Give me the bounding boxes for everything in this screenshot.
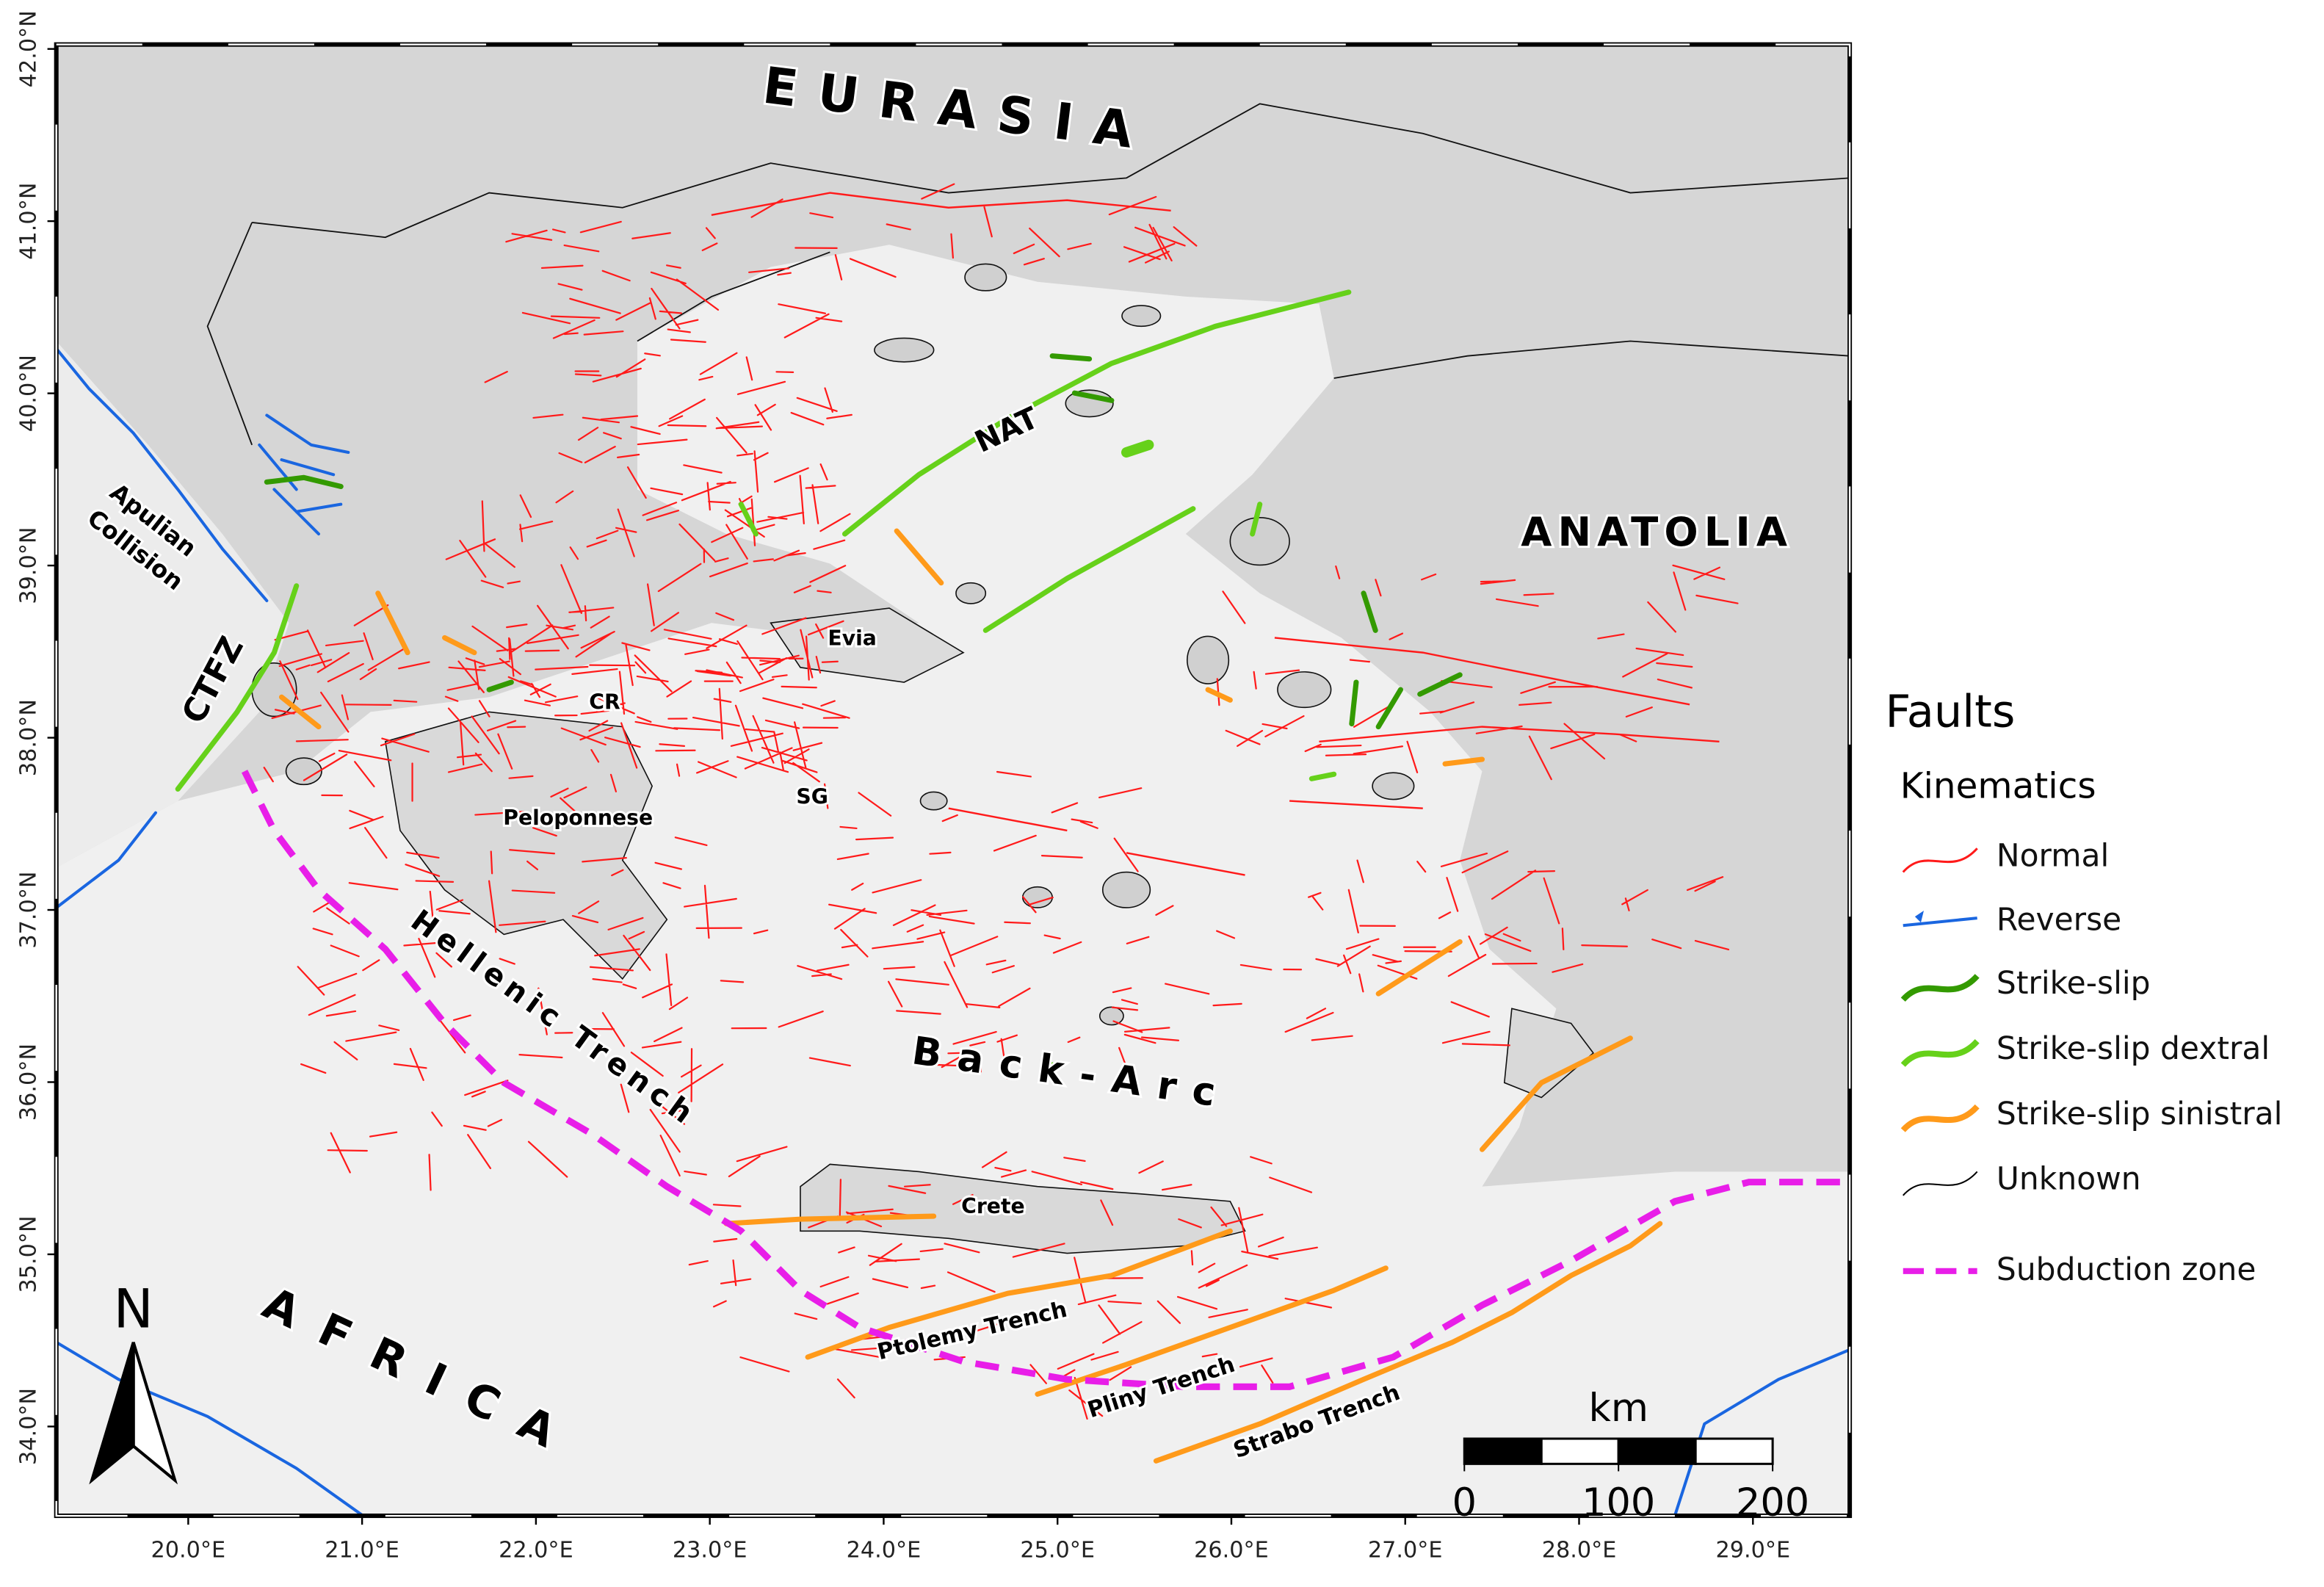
lon-tick-label: 21.0°E xyxy=(325,1538,399,1563)
lat-tick-label: 39.0°N xyxy=(15,527,41,604)
north-arrow: N xyxy=(89,1279,178,1485)
legend-label: Normal xyxy=(1997,837,2109,873)
lat-tick-label: 41.0°N xyxy=(15,183,41,260)
lon-tick-label: 26.0°E xyxy=(1194,1538,1269,1563)
north-label: N xyxy=(113,1279,153,1341)
legend-subtitle: Kinematics xyxy=(1900,766,2096,807)
scale-segment xyxy=(1540,1437,1620,1465)
strike-slip-faults xyxy=(264,353,1463,730)
lat-tick-label: 42.0°N xyxy=(15,10,41,87)
legend-label: Strike-slip sinistral xyxy=(1997,1096,2282,1132)
map-body xyxy=(54,42,1853,1519)
scale-bar: km 0 100 200 xyxy=(1452,1386,1810,1525)
scale-segment xyxy=(1463,1437,1543,1465)
scale-label: 200 xyxy=(1736,1481,1809,1525)
subduction-zone xyxy=(241,770,1850,1390)
scale-label: 100 xyxy=(1582,1481,1655,1525)
lat-tick-label: 40.0°N xyxy=(15,355,41,432)
place-label: Evia xyxy=(828,626,876,651)
legend-label: Unknown xyxy=(1997,1161,2141,1197)
legend-swatch-tooth xyxy=(1914,911,1925,923)
lon-tick-label: 23.0°E xyxy=(673,1538,747,1563)
dextral-faults xyxy=(175,289,1352,1082)
sinistral-faults xyxy=(278,528,1663,1464)
legend-label: Subduction zone xyxy=(1997,1251,2256,1287)
lon-tick-label: 27.0°E xyxy=(1368,1538,1443,1563)
legend-label: Strike-slip dextral xyxy=(1997,1030,2270,1066)
place-label: CR xyxy=(589,690,620,714)
lon-tick-label: 20.0°E xyxy=(151,1538,226,1563)
legend-swatch xyxy=(1903,917,1977,928)
lat-tick-label: 34.0°N xyxy=(15,1388,41,1465)
legend-swatch xyxy=(1900,974,1980,1002)
legend: Faults Kinematics Normal Reverse Strike-… xyxy=(1886,687,2283,1287)
normal-fault-lines-major xyxy=(711,192,1720,876)
lon-tick-label: 28.0°E xyxy=(1542,1538,1617,1563)
rhodes-land xyxy=(1503,1008,1594,1099)
map-frame-stripes xyxy=(55,43,1851,1517)
lon-tick-label: 25.0°E xyxy=(1020,1538,1095,1563)
region-label: ANATOLIA xyxy=(1521,508,1793,555)
legend-swatch xyxy=(1902,847,1978,873)
reverse-faults xyxy=(56,347,1850,1516)
normal-fault-lines xyxy=(263,183,1739,1420)
lon-tick-label: 24.0°E xyxy=(847,1538,922,1563)
lat-tick-label: 36.0°N xyxy=(15,1044,41,1121)
place-label: Crete xyxy=(961,1194,1024,1218)
lon-tick-label: 29.0°E xyxy=(1715,1538,1790,1563)
lat-tick-label: 37.0°N xyxy=(15,871,41,948)
legend-title: Faults xyxy=(1886,687,2016,738)
normal-faults xyxy=(263,183,1739,1420)
lon-tick-label: 22.0°E xyxy=(499,1538,573,1563)
legend-swatch xyxy=(1900,1104,1980,1132)
lat-tick-label: 35.0°N xyxy=(15,1215,41,1293)
sea xyxy=(56,245,1850,1516)
graticule: 20.0°E 21.0°E 22.0°E 23.0°E 24.0°E 25.0°E 26.0… xyxy=(15,10,1790,1563)
legend-label: Strike-slip xyxy=(1997,965,2151,1001)
borders xyxy=(206,103,1850,446)
legend-swatch xyxy=(1900,1038,1980,1067)
scale-segment xyxy=(1617,1437,1697,1465)
legend-swatch xyxy=(1903,1171,1978,1196)
legend-label: Reverse xyxy=(1997,901,2121,937)
scale-label: 0 xyxy=(1452,1481,1477,1525)
place-label: SG xyxy=(796,785,828,809)
lat-tick-label: 38.0°N xyxy=(15,699,41,776)
ionian-sea xyxy=(56,341,289,868)
place-label: Peloponnese xyxy=(503,806,653,830)
north-arrow-left xyxy=(89,1342,135,1485)
scale-segment xyxy=(1694,1437,1774,1465)
scale-unit: km xyxy=(1588,1386,1648,1431)
